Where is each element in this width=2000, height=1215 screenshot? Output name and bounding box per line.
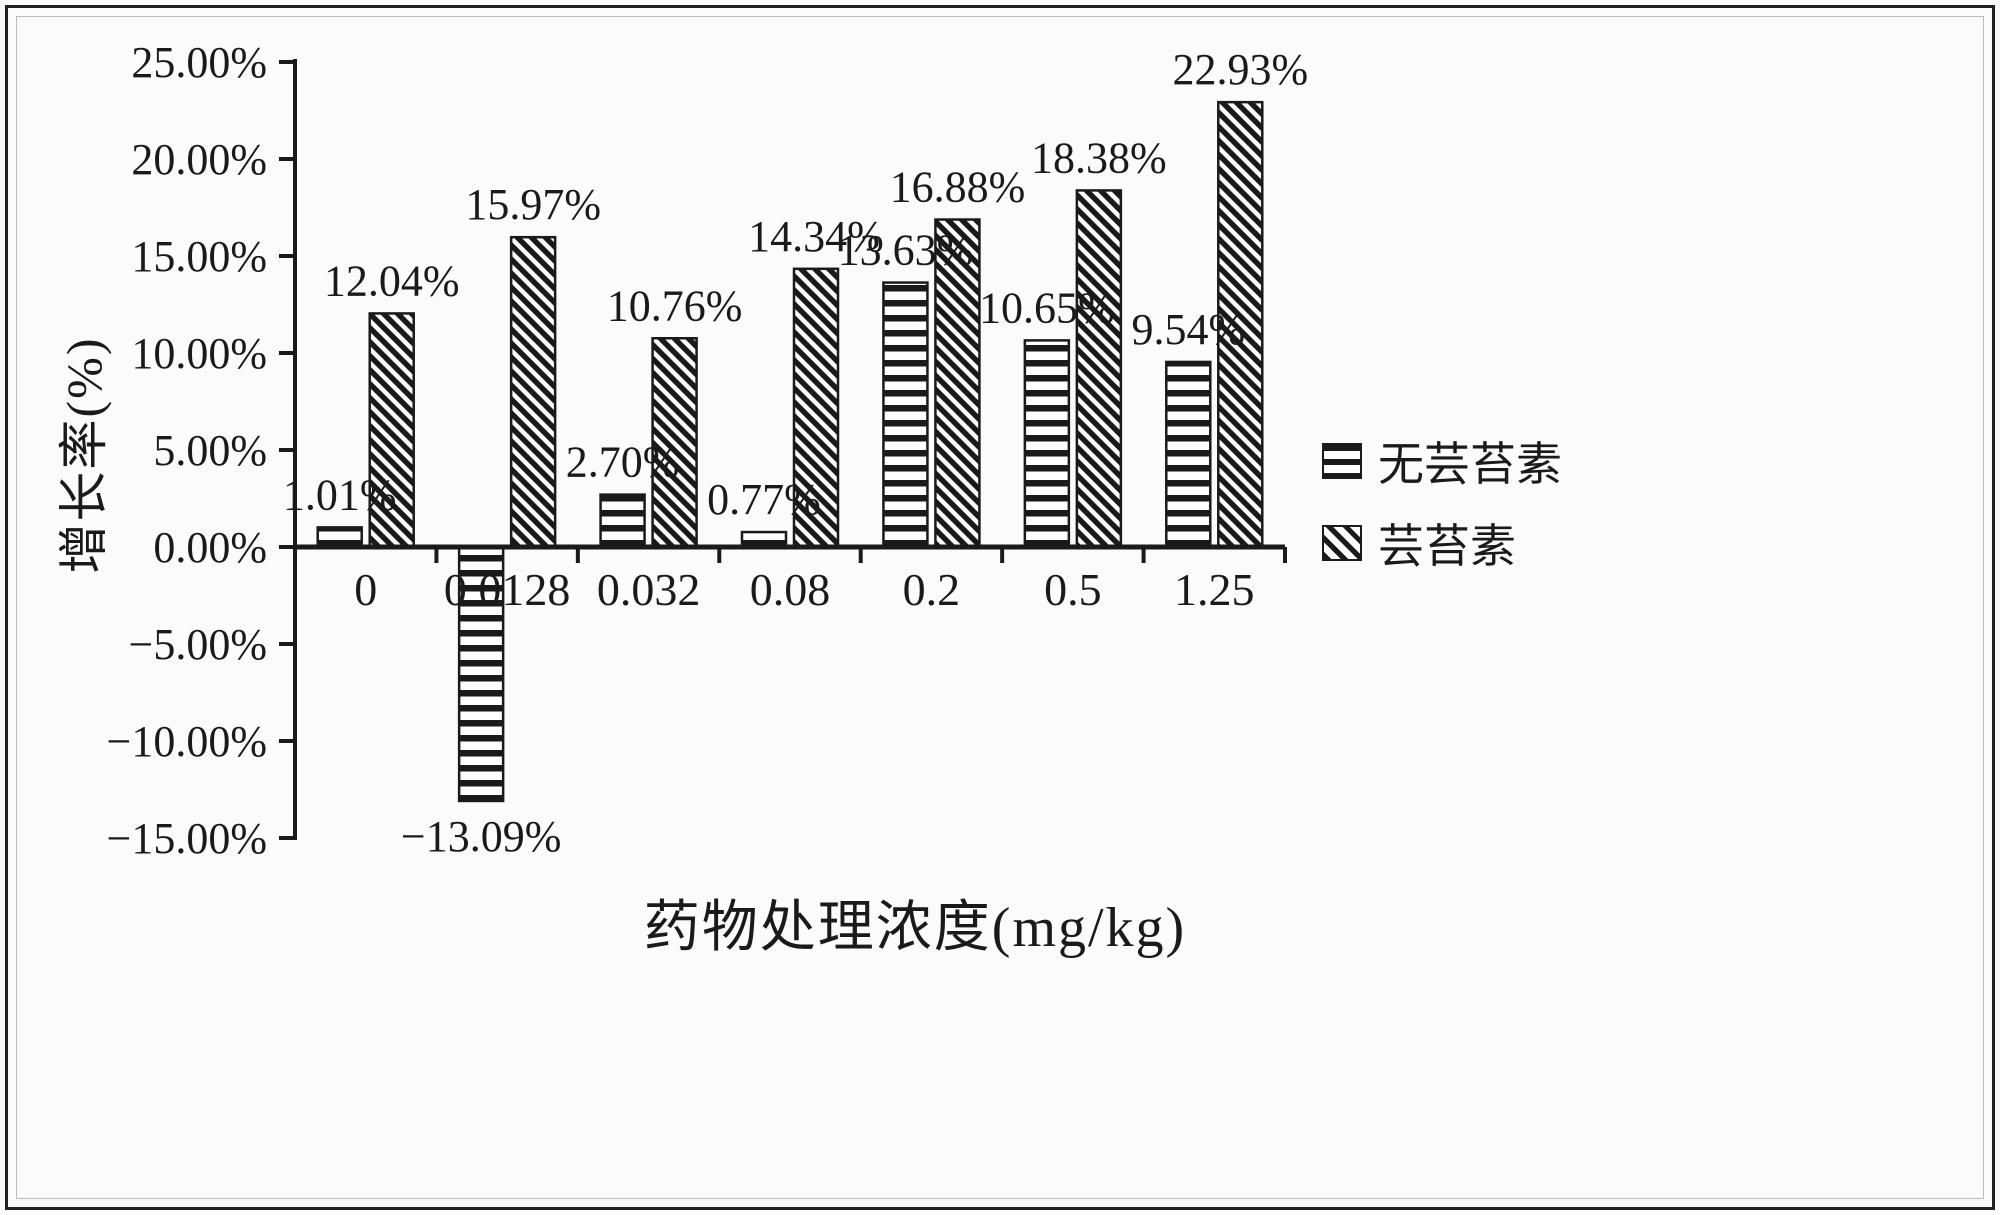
value-label-series0-0.032: 2.70%: [566, 438, 680, 487]
legend-swatch-diagonal-stripes-icon: [1322, 525, 1362, 561]
value-label-series0-0.5: 10.65%: [979, 283, 1115, 332]
value-label-series1-0.08: 14.34%: [748, 212, 884, 261]
legend-label-brassinolide: 芸苔素: [1378, 521, 1516, 572]
bar-series0-0.032: [599, 493, 646, 549]
y-tick-label: −10.00%: [107, 717, 267, 766]
bar-series1-0.2: [934, 218, 981, 549]
x-category-label: 0.0128: [444, 564, 571, 615]
y-tick-label: −5.00%: [129, 620, 267, 669]
y-axis-title: 增长率(%): [56, 336, 112, 574]
bar-series0-0: [316, 526, 363, 549]
value-label-series1-0.0128: 15.97%: [465, 180, 601, 229]
bar-series1-0.032: [651, 337, 698, 549]
y-tick-label: 10.00%: [131, 329, 267, 378]
legend-label-no-brassinolide: 无芸苔素: [1378, 439, 1562, 490]
value-label-series0-0.08: 0.77%: [707, 475, 821, 524]
value-label-series1-0: 12.04%: [324, 256, 460, 305]
value-label-series1-0.2: 16.88%: [890, 163, 1026, 212]
value-label-series0-0.0128: −13.09%: [401, 812, 561, 861]
x-category-label: 0.5: [1044, 564, 1102, 615]
x-category-label: 0: [354, 564, 377, 615]
y-tick-label: −15.00%: [107, 814, 267, 863]
bar-series1-0.0128: [509, 235, 557, 549]
y-tick-label: 25.00%: [131, 38, 267, 87]
value-label-series1-1.25: 22.93%: [1172, 45, 1308, 94]
value-label-series0-0.2: 13.63%: [838, 226, 974, 275]
y-tick-label: 0.00%: [153, 523, 267, 572]
legend-swatch-horizontal-stripes-icon: [1322, 443, 1362, 479]
x-category-label: 0.032: [597, 564, 701, 615]
legend-item-no-brassinolide: 无芸苔素: [1322, 428, 1562, 494]
bar-series0-0.5: [1023, 339, 1071, 549]
bar-series0-0.2: [882, 281, 929, 549]
x-category-label: 0.08: [750, 564, 831, 615]
bar-series0-1.25: [1165, 360, 1212, 549]
value-label-series0-0: 1.01%: [283, 470, 397, 519]
x-category-label: 1.25: [1174, 564, 1255, 615]
value-label-series1-0.5: 18.38%: [1031, 133, 1167, 182]
value-label-series1-0.032: 10.76%: [607, 281, 743, 330]
bar-series0-0.0128: [457, 545, 505, 803]
y-tick-label: 5.00%: [153, 426, 267, 475]
bar-series1-0: [368, 312, 415, 549]
bar-series1-1.25: [1217, 100, 1264, 549]
x-category-label: 0.2: [903, 564, 961, 615]
value-label-series0-1.25: 9.54%: [1131, 305, 1245, 354]
legend-item-brassinolide: 芸苔素: [1322, 510, 1562, 576]
legend: 无芸苔素 芸苔素: [1322, 428, 1562, 576]
x-axis-title: 药物处理浓度(mg/kg): [643, 897, 1187, 959]
bar-series1-0.5: [1075, 189, 1123, 549]
y-tick-label: 15.00%: [131, 232, 267, 281]
y-tick-label: 20.00%: [131, 135, 267, 184]
